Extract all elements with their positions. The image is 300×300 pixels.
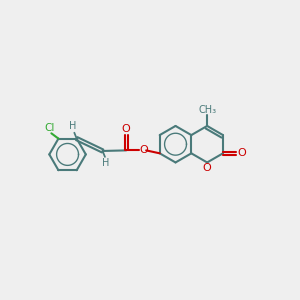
Text: O: O <box>122 124 130 134</box>
Text: O: O <box>203 163 212 173</box>
Text: O: O <box>237 148 246 158</box>
Text: Cl: Cl <box>44 123 55 133</box>
Text: H: H <box>102 158 110 168</box>
Text: CH₃: CH₃ <box>198 105 216 115</box>
Text: H: H <box>70 121 77 131</box>
Text: O: O <box>139 146 148 155</box>
